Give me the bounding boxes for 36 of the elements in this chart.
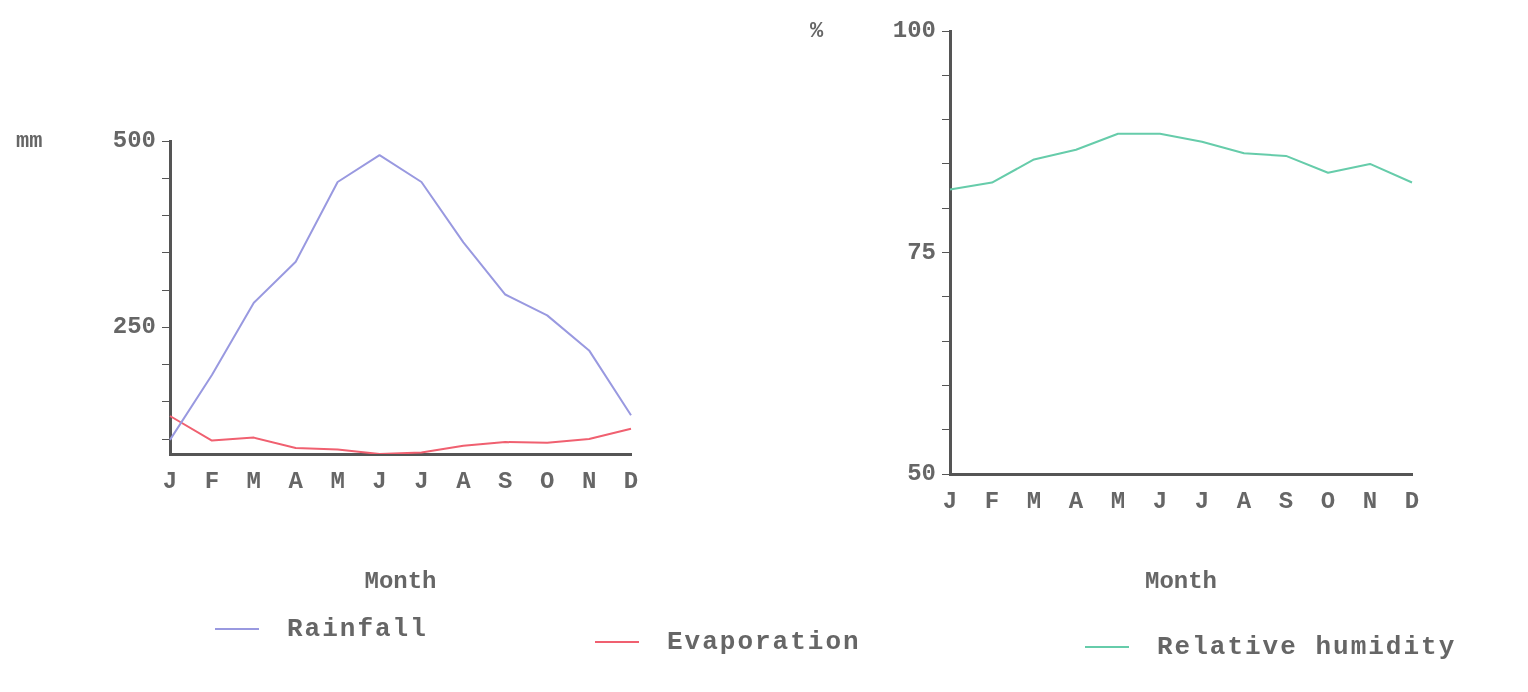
x-tick-label: M (1110, 488, 1126, 516)
x-tick-label: N (1362, 488, 1378, 516)
legend-label: Rainfall (287, 614, 428, 644)
y-axis-title: % (810, 18, 824, 44)
x-tick-label: S (1278, 488, 1294, 516)
x-tick-label: J (942, 488, 958, 516)
x-tick-label: A (1068, 488, 1084, 516)
x-tick-label: M (330, 468, 345, 496)
x-tick-label: J (162, 468, 178, 496)
x-tick-label: D (623, 468, 639, 496)
x-tick-label: O (1320, 488, 1336, 516)
x-tick-label: M (1026, 488, 1042, 516)
x-tick-label: A (456, 468, 472, 496)
y-tick-label: 100 (892, 17, 936, 45)
x-tick-label: A (1236, 488, 1252, 516)
x-tick-label: A (288, 468, 304, 496)
y-tick-label: 50 (907, 460, 936, 488)
x-axis-title: Month (364, 567, 437, 595)
x-tick-label: J (414, 468, 429, 496)
x-tick-label: J (1152, 488, 1168, 516)
legend-label: Relative humidity (1157, 632, 1457, 662)
y-tick-label: 500 (112, 127, 156, 155)
x-tick-label: J (1194, 488, 1210, 516)
x-tick-label: M (246, 468, 262, 496)
x-tick-label: D (1404, 488, 1420, 516)
x-axis-title: Month (1144, 567, 1218, 595)
x-tick-label: S (498, 468, 513, 496)
x-tick-label: J (372, 468, 387, 496)
x-tick-label: F (984, 488, 1000, 516)
y-axis-title: mm (16, 128, 43, 154)
x-tick-label: O (539, 468, 555, 496)
x-tick-label: N (581, 468, 597, 496)
legend-label: Evaporation (667, 627, 861, 657)
y-tick-label: 250 (112, 313, 156, 341)
x-tick-label: F (204, 468, 220, 496)
y-tick-label: 75 (907, 238, 936, 266)
